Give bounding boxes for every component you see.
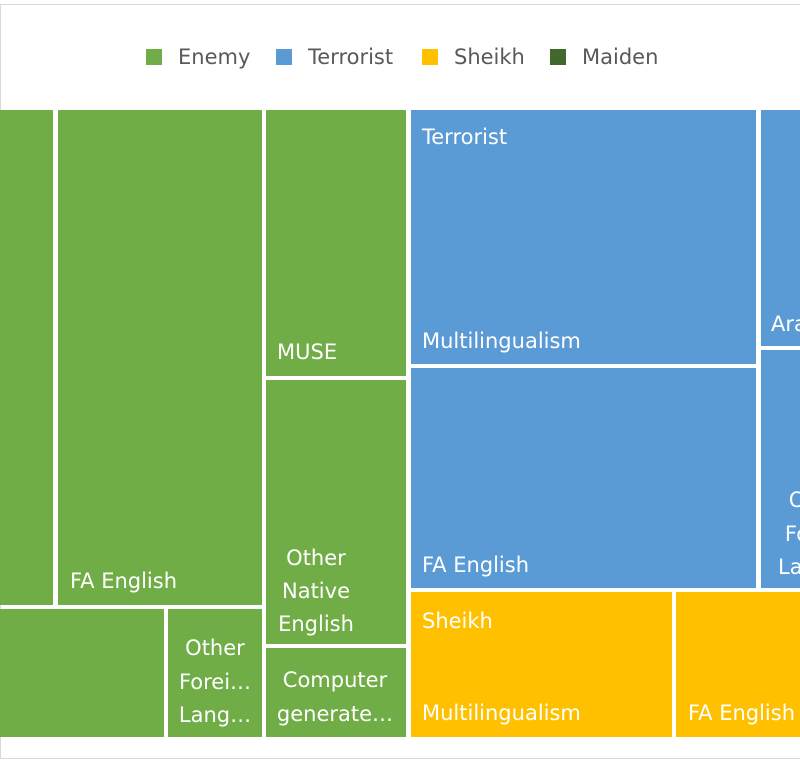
- tile-terrorist-o-fo-lan: [761, 350, 800, 588]
- tile-enemy-blank: [0, 609, 164, 737]
- tile-labels: FA English MUSE Other Native English Other For…: [70, 125, 800, 727]
- tile-enemy-muse: [266, 110, 406, 376]
- legend-swatch-maiden: [550, 49, 566, 65]
- tile-terrorist-multilingualism: [411, 110, 756, 364]
- legend-swatch-enemy: [146, 49, 162, 65]
- legend-label-sheikh: Sheikh: [454, 45, 525, 69]
- tile-label-enemy-muse: MUSE: [277, 340, 337, 364]
- tile-terrorist-fa-english: [411, 368, 756, 588]
- legend-swatch-terrorist: [276, 49, 292, 65]
- tile-label-terrorist-multilingualism: Multilingualism: [422, 329, 581, 353]
- legend-swatch-sheikh: [422, 49, 438, 65]
- tile-sheikh-fa-english: [676, 592, 800, 737]
- tile-label-enemy-other-forei-lang: Other Forei… Lang…: [179, 636, 251, 727]
- tile-label-enemy-computer-generate: Computer generate…: [277, 668, 393, 726]
- tile-enemy-other-forei-lang: [168, 609, 262, 737]
- tile-label-enemy-fa-english: FA English: [70, 569, 177, 593]
- group-label-sheikh: Sheikh: [422, 609, 493, 633]
- group-label-terrorist: Terrorist: [421, 125, 507, 149]
- tile-label-terrorist-fa-english: FA English: [422, 553, 529, 577]
- legend-label-enemy: Enemy: [178, 45, 250, 69]
- legend: Enemy Terrorist Sheikh Maiden: [146, 45, 658, 69]
- tile-label-terrorist-ara: Ara: [771, 312, 800, 336]
- tile-label-terrorist-o-fo-lan: OFoLan: [778, 488, 800, 579]
- tile-enemy-computer-generate: [266, 648, 406, 737]
- tile-sheikh-multilingualism: [411, 592, 672, 737]
- tiles: [0, 110, 800, 737]
- tile-enemy-fa-english: [58, 110, 262, 605]
- tile-label-enemy-other-native-english: Other Native English: [278, 546, 354, 636]
- tile-enemy-blank: [0, 110, 53, 605]
- tile-label-sheikh-fa-english: FA English: [688, 701, 795, 725]
- tile-enemy-other-native-english: [266, 380, 406, 644]
- legend-label-maiden: Maiden: [582, 45, 658, 69]
- tile-label-sheikh-multilingualism: Multilingualism: [422, 701, 581, 725]
- tile-terrorist-ara: [761, 110, 800, 346]
- legend-label-terrorist: Terrorist: [307, 45, 393, 69]
